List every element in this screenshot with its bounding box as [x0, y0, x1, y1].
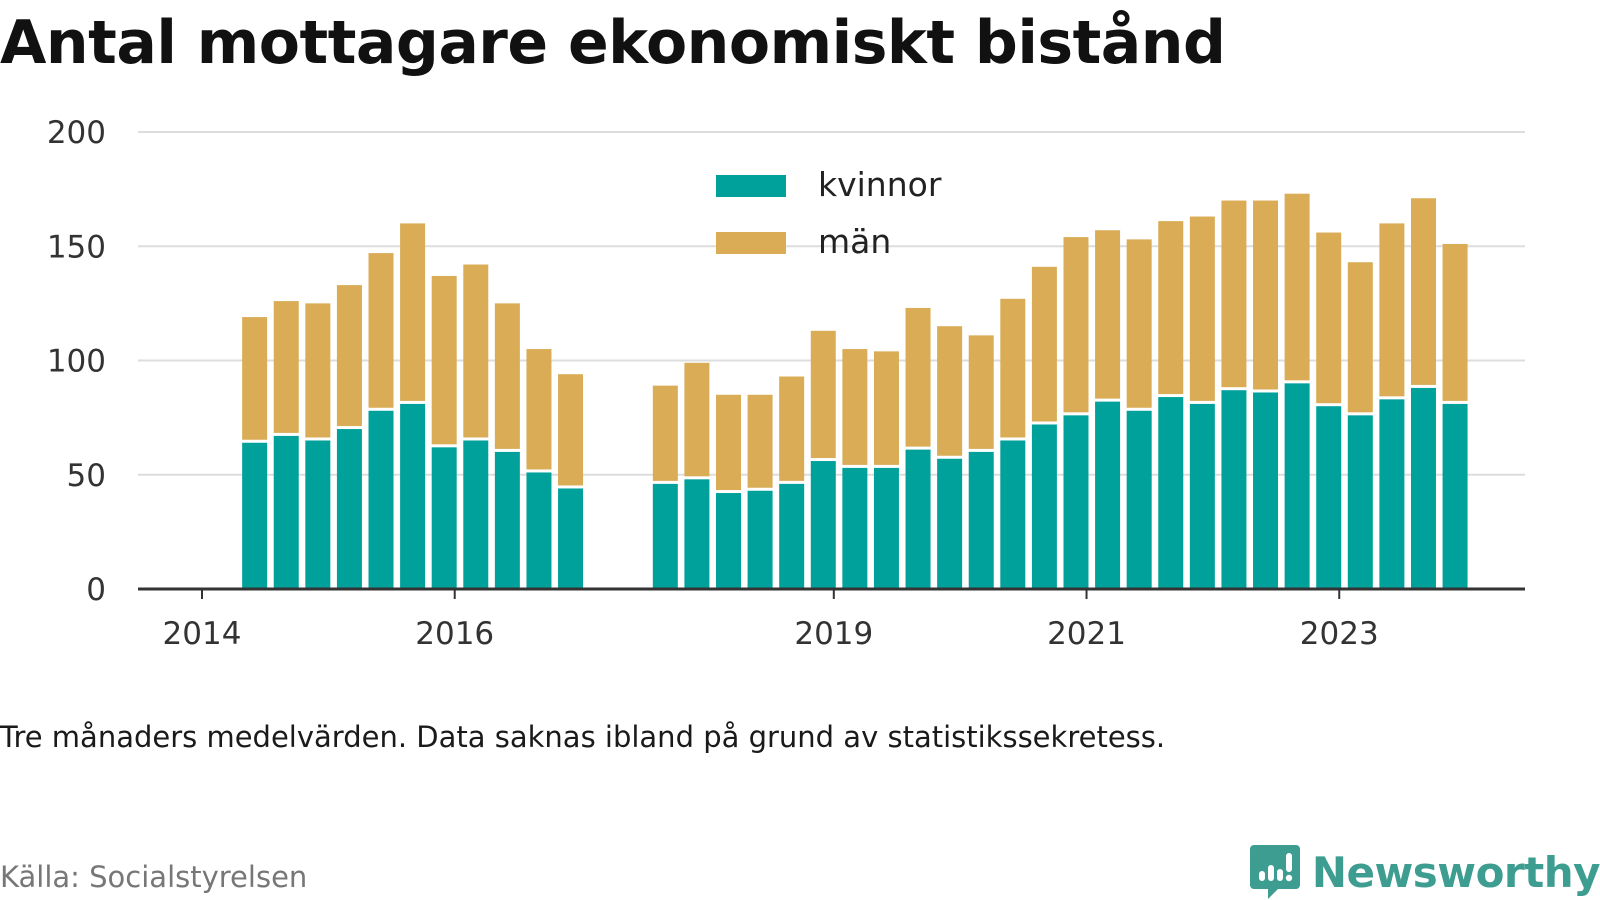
bar-kvinnor — [526, 472, 552, 589]
source-credit: Källa: Socialstyrelsen — [0, 860, 308, 894]
bar-man — [1189, 216, 1215, 401]
bar-man — [431, 275, 457, 445]
bar-kvinnor — [652, 483, 678, 589]
bar-kvinnor — [810, 461, 836, 589]
legend-label: män — [818, 222, 891, 261]
bar-kvinnor — [1442, 403, 1468, 589]
bar-man — [1221, 200, 1247, 388]
bar-man — [1442, 243, 1468, 401]
bar-man — [273, 301, 299, 433]
bar-man — [336, 285, 362, 427]
bar-kvinnor — [1063, 415, 1089, 589]
bar-kvinnor — [1221, 390, 1247, 589]
y-tick-label: 0 — [86, 572, 106, 608]
y-tick-label: 100 — [47, 344, 106, 380]
bar-man — [747, 394, 773, 488]
bar-kvinnor — [1284, 383, 1310, 589]
bar-man — [1347, 262, 1373, 413]
bar-man — [1126, 239, 1152, 408]
bar-man — [1316, 232, 1342, 404]
legend-label: kvinnor — [818, 165, 942, 204]
bar-kvinnor — [400, 403, 426, 589]
bar-man — [652, 385, 678, 481]
y-tick-label: 150 — [47, 229, 106, 265]
bar-man — [463, 264, 489, 438]
bar-man — [400, 223, 426, 401]
x-tick-label: 2016 — [415, 616, 494, 652]
chart-note: Tre månaders medelvärden. Data saknas ib… — [0, 720, 1166, 754]
bar-man — [810, 330, 836, 459]
newsworthy-logo: Newsworthy — [1249, 845, 1600, 899]
bar-kvinnor — [716, 493, 741, 589]
stacked-bar-chart: 0 50 100 150 200 2014 2016 2019 2021 2023 kvinno… — [47, 115, 1525, 652]
x-tick-label: 2019 — [794, 616, 873, 652]
x-axis: 2014 2016 2019 2021 2023 — [138, 587, 1525, 652]
bar-kvinnor — [937, 458, 963, 589]
bar-kvinnor — [1095, 401, 1121, 589]
bar-kvinnor — [842, 467, 868, 589]
bar-man — [968, 335, 994, 449]
bar-kvinnor — [463, 440, 489, 589]
bar-kvinnor — [1189, 403, 1215, 589]
legend: kvinnor män — [716, 165, 942, 261]
bar-man — [1158, 221, 1184, 395]
y-tick-label: 200 — [47, 115, 106, 151]
bar-kvinnor — [684, 479, 710, 589]
bar-kvinnor — [273, 435, 299, 589]
bar-man — [842, 349, 868, 465]
bar-man — [684, 362, 710, 477]
bar-kvinnor — [873, 467, 899, 589]
x-tick-label: 2021 — [1047, 616, 1126, 652]
bar-man — [937, 326, 963, 456]
legend-swatch — [716, 175, 786, 197]
bar-man — [1379, 223, 1405, 397]
bar-kvinnor — [242, 442, 268, 589]
bar-kvinnor — [1316, 406, 1342, 589]
bar-kvinnor — [1347, 415, 1373, 589]
bar-kvinnor — [336, 429, 362, 589]
chart-title: Antal mottagare ekonomiskt bistånd — [0, 8, 1226, 78]
logo-text: Newsworthy — [1311, 847, 1600, 897]
bar-kvinnor — [558, 488, 584, 589]
legend-swatch — [716, 232, 786, 254]
bar-man — [1410, 198, 1436, 385]
bar-kvinnor — [747, 490, 773, 589]
bar-kvinnor — [905, 449, 931, 589]
bar-man — [305, 303, 331, 438]
bar-man — [779, 376, 805, 481]
bar-kvinnor — [494, 451, 520, 589]
bar-kvinnor — [779, 483, 805, 589]
bar-kvinnor — [368, 410, 394, 589]
bar-man — [1000, 298, 1026, 438]
bar-kvinnor — [431, 447, 457, 589]
y-tick-label: 50 — [67, 458, 106, 494]
x-tick-label: 2023 — [1300, 616, 1379, 652]
bar-kvinnor — [305, 440, 331, 589]
bar-man — [1253, 200, 1279, 390]
newsworthy-badge-icon — [1249, 845, 1300, 899]
bar-kvinnor — [1158, 397, 1184, 589]
bars — [242, 193, 1468, 589]
bar-man — [1063, 237, 1089, 413]
bar-man — [905, 307, 931, 447]
bar-man — [242, 317, 268, 440]
bar-man — [1031, 266, 1057, 422]
bar-kvinnor — [1410, 387, 1436, 589]
bar-man — [494, 303, 520, 449]
bar-man — [1284, 193, 1310, 381]
bar-man — [873, 351, 899, 465]
bar-kvinnor — [968, 451, 994, 589]
bar-man — [1095, 230, 1121, 399]
bar-kvinnor — [1126, 410, 1152, 589]
bar-kvinnor — [1253, 392, 1279, 589]
x-tick-label: 2014 — [163, 616, 242, 652]
bar-kvinnor — [1379, 399, 1405, 589]
bar-man — [716, 394, 741, 491]
bar-man — [526, 349, 552, 470]
y-axis-ticks: 0 50 100 150 200 — [47, 115, 106, 608]
bar-man — [368, 253, 394, 408]
bar-kvinnor — [1031, 424, 1057, 589]
bar-kvinnor — [1000, 440, 1026, 589]
bar-man — [558, 374, 584, 486]
